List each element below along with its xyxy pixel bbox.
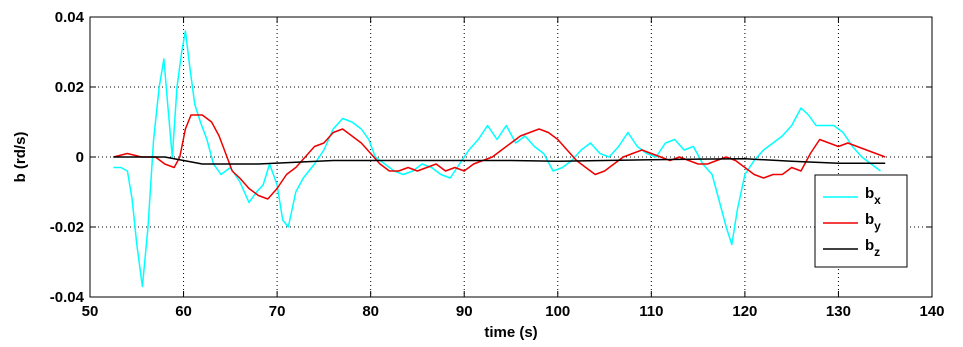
tick-marks: [89, 16, 933, 298]
x-tick-label: 60: [175, 303, 192, 320]
x-tick-label: 70: [269, 303, 286, 320]
y-tick-label: 0: [76, 149, 84, 166]
legend: bx by bz: [814, 174, 908, 268]
y-tick-label: -0.04: [50, 289, 85, 306]
tick-labels: 50 60 70 80 90 100 110 120 130 140 0.04 0.02 0 -0.02 -…: [50, 9, 945, 320]
x-tick-label: 80: [362, 303, 379, 320]
legend-label-y: by: [865, 211, 881, 233]
x-tick-label: 110: [639, 303, 663, 320]
y-tick-label: -0.02: [50, 219, 84, 236]
x-tick-label: 120: [732, 303, 757, 320]
legend-box: [814, 174, 908, 268]
y-axis-label: b (rd/s): [12, 132, 29, 183]
y-tick-label: 0.04: [55, 9, 85, 26]
x-tick-label: 100: [545, 303, 570, 320]
x-tick-label: 50: [82, 303, 99, 320]
series-z-line: [113, 156, 886, 165]
x-tick-label: 130: [826, 303, 851, 320]
series-x-line: [113, 30, 881, 288]
legend-label-x: bx: [865, 185, 881, 207]
y-tick-label: 0.02: [55, 79, 84, 96]
series-lines: [113, 30, 886, 288]
x-tick-label: 140: [919, 303, 944, 320]
legend-label-z: bz: [865, 237, 880, 259]
series-y-line: [113, 114, 886, 200]
x-tick-label: 90: [456, 303, 473, 320]
x-axis-label: time (s): [484, 324, 537, 341]
